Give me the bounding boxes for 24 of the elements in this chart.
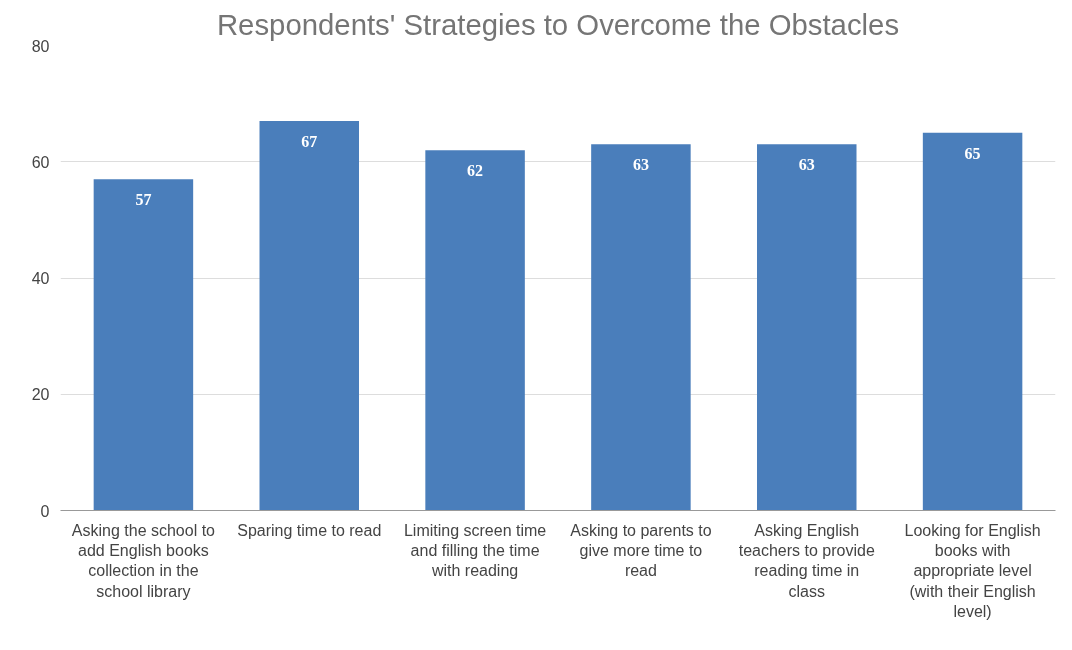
y-tick-label: 0 bbox=[40, 502, 50, 520]
x-tick-label: Looking for English books with appropriate level (with their English level) bbox=[904, 521, 1041, 621]
data-label: 67 bbox=[301, 133, 318, 151]
data-label: 57 bbox=[135, 191, 152, 209]
bar bbox=[425, 150, 525, 511]
data-label: 63 bbox=[798, 156, 815, 174]
x-tick-label: Limiting screen time and filling the time with reading bbox=[403, 521, 547, 580]
x-tick-label: Sparing time to read bbox=[237, 521, 382, 539]
x-tick-label: Asking the school to add English books collection in the school library bbox=[71, 521, 216, 600]
x-tick-label: Asking to parents to give more time to read bbox=[570, 521, 712, 580]
bar bbox=[93, 179, 194, 511]
data-label: 65 bbox=[964, 144, 981, 162]
y-tick-label: 40 bbox=[31, 270, 50, 287]
y-tick-label: 20 bbox=[31, 386, 50, 404]
x-tick-label: Asking English teachers to provide reading time in class bbox=[738, 521, 875, 600]
bar bbox=[259, 121, 359, 511]
data-label: 62 bbox=[467, 162, 484, 180]
bar bbox=[591, 144, 691, 511]
y-tick-label: 80 bbox=[31, 37, 50, 55]
bar bbox=[757, 144, 857, 511]
data-label: 63 bbox=[632, 156, 649, 174]
chart-title: Respondents' Strategies to Overcome the Obstacles bbox=[216, 7, 900, 41]
bar bbox=[922, 132, 1023, 511]
y-tick-label: 60 bbox=[31, 153, 50, 171]
